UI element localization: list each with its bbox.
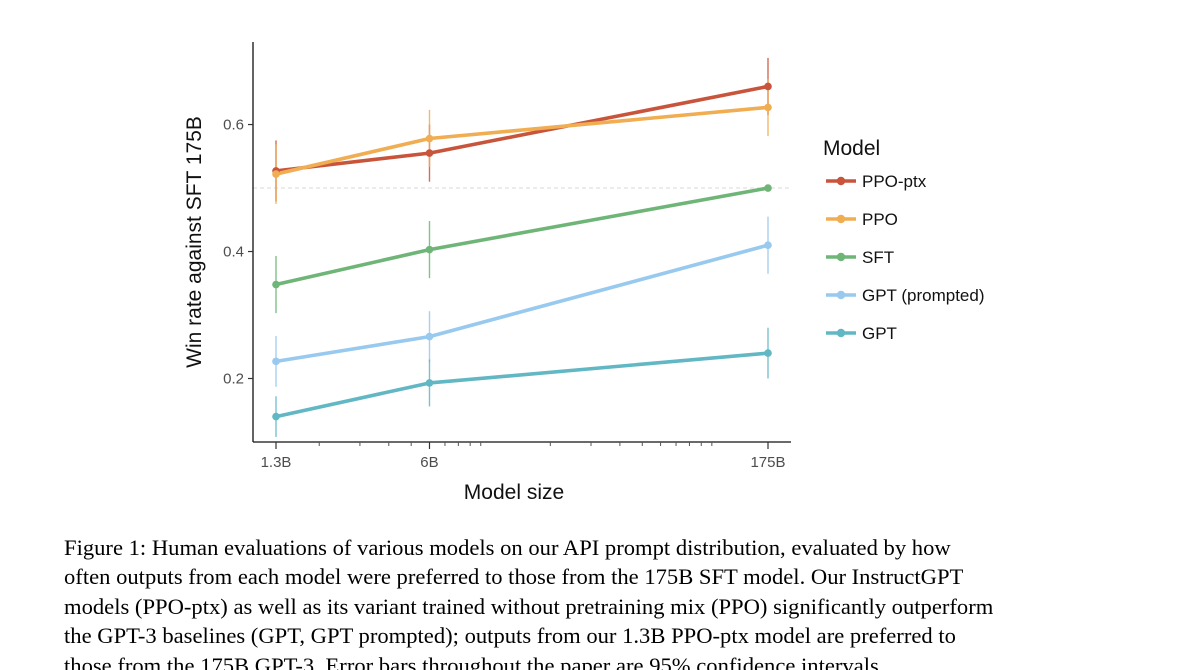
legend-swatch-point [836, 176, 846, 186]
caption-line: models (PPO-ptx) as well as its variant … [64, 593, 994, 619]
y-tick-label: 0.4 [223, 244, 244, 261]
x-tick-label: 1.3B [261, 454, 292, 471]
data-point [272, 170, 280, 178]
data-point [764, 349, 772, 357]
caption-line: the GPT-3 baselines (GPT, GPT prompted);… [64, 623, 956, 649]
series-line [274, 186, 770, 287]
data-point [764, 103, 772, 112]
series-line [274, 243, 770, 364]
caption-line: often outputs from each model were prefe… [64, 564, 964, 590]
data-point [425, 245, 434, 254]
data-point [425, 379, 434, 387]
data-point [272, 280, 280, 289]
legend-label: SFT [862, 248, 894, 267]
legend-label: GPT (prompted) [862, 286, 985, 305]
data-point [425, 149, 434, 157]
plot-area: 0.2 0.4 0.6 1.3B 6B 175B [223, 42, 791, 471]
data-point [425, 332, 434, 341]
data-point [764, 82, 772, 91]
legend-swatch-point [836, 328, 846, 338]
legend-swatch-point [836, 290, 846, 300]
data-point [764, 241, 772, 249]
x-tick-label: 6B [420, 454, 438, 471]
legend-swatch-point [836, 252, 846, 262]
legend-label: PPO [862, 210, 898, 229]
y-axis-title: Win rate against SFT 175B [183, 116, 206, 368]
legend-title: Model [823, 137, 880, 160]
legend-label: GPT [862, 324, 897, 343]
data-point [272, 412, 280, 421]
x-axis-title: Model size [464, 481, 564, 504]
y-tick-label: 0.2 [223, 371, 244, 388]
win-rate-chart: 0.2 0.4 0.6 1.3B 6B 175B Win rate against SFT… [183, 42, 985, 504]
data-point [425, 134, 434, 143]
y-tick-label: 0.6 [223, 117, 244, 134]
figure-caption: Figure 1: Human evaluations of various m… [64, 533, 1144, 670]
legend: Model PPO-ptx PPO SFT GPT (prompted) GPT [823, 137, 985, 343]
data-point [272, 357, 280, 366]
caption-line: Figure 1: Human evaluations of various m… [64, 535, 951, 560]
data-point [764, 184, 772, 192]
legend-swatch-point [836, 214, 846, 224]
caption-line: those from the 175B GPT-3. Error bars th… [64, 652, 885, 670]
series-line [274, 351, 770, 419]
x-tick-label: 175B [750, 454, 785, 471]
legend-label: PPO-ptx [862, 172, 927, 191]
